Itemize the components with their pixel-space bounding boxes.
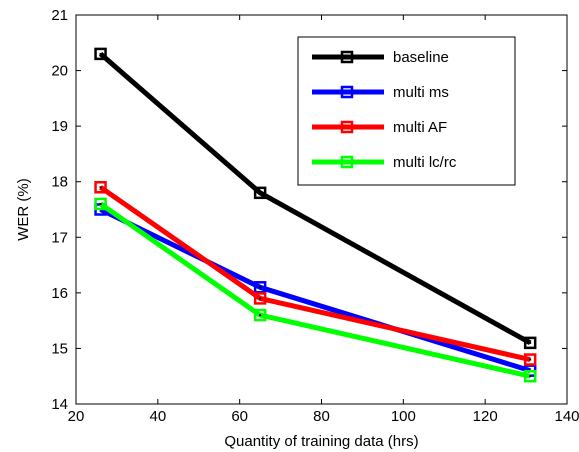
data-point-dot (259, 286, 262, 289)
legend-label: baseline (393, 49, 449, 66)
x-tick-label: 140 (554, 408, 579, 425)
data-point-dot (99, 186, 102, 189)
series-multi-af (94, 181, 537, 366)
legend-label: multi lc/rc (393, 154, 457, 171)
y-tick-label: 19 (51, 118, 68, 135)
y-tick-label: 14 (51, 396, 68, 413)
data-point-marker (523, 353, 537, 366)
data-point-marker (94, 47, 107, 61)
x-tick-label: 120 (473, 408, 498, 425)
x-axis: 20 40 60 80 100 120 140 (68, 15, 579, 425)
data-point-dot (259, 314, 262, 317)
x-tick-label: 40 (149, 408, 166, 425)
series-baseline (94, 47, 537, 350)
data-point-marker (253, 292, 267, 305)
y-axis: 14 15 16 17 18 19 20 21 (51, 7, 567, 413)
data-point-dot (99, 202, 102, 205)
legend-item-multi-af: multi AF (312, 119, 447, 136)
x-tick-label: 60 (231, 408, 248, 425)
data-point-dot (259, 191, 262, 194)
data-point-dot (259, 297, 262, 300)
y-tick-label: 15 (51, 340, 68, 357)
legend-swatch-marker (340, 120, 354, 134)
data-point-marker (523, 336, 537, 350)
x-tick-label: 80 (313, 408, 330, 425)
data-point-marker (523, 369, 537, 383)
data-point-marker (253, 186, 267, 200)
legend-item-baseline: baseline (312, 49, 449, 66)
y-tick-label: 20 (51, 63, 68, 80)
y-tick-label: 18 (51, 174, 68, 191)
data-point-dot (529, 375, 532, 378)
legend-item-multi-lc-rc: multi lc/rc (312, 154, 457, 171)
y-axis-label: WER (%) (15, 178, 32, 241)
series-line (99, 185, 531, 362)
data-point-dot (529, 341, 532, 344)
legend-swatch-marker (340, 50, 354, 64)
series-layer (94, 47, 537, 383)
legend-label: multi ms (393, 84, 449, 101)
data-point-dot (99, 52, 102, 55)
legend: baseline multi ms multi AF multi lc/rc (297, 36, 516, 186)
data-point-marker (253, 308, 267, 322)
legend-item-multi-ms: multi ms (312, 84, 449, 101)
data-point-dot (529, 358, 532, 361)
y-tick-label: 17 (51, 229, 68, 246)
legend-swatch-marker (340, 85, 354, 99)
data-point-marker (94, 197, 107, 211)
data-point-marker (94, 181, 107, 194)
x-tick-label: 100 (391, 408, 416, 425)
legend-label: multi AF (393, 119, 447, 136)
y-tick-label: 21 (51, 7, 68, 24)
y-tick-label: 16 (51, 285, 68, 302)
series-multi-lc-rc (94, 197, 537, 383)
x-tick-label: 20 (68, 408, 85, 425)
x-axis-label: Quantity of training data (hrs) (224, 433, 418, 450)
legend-swatch-marker (340, 155, 354, 169)
